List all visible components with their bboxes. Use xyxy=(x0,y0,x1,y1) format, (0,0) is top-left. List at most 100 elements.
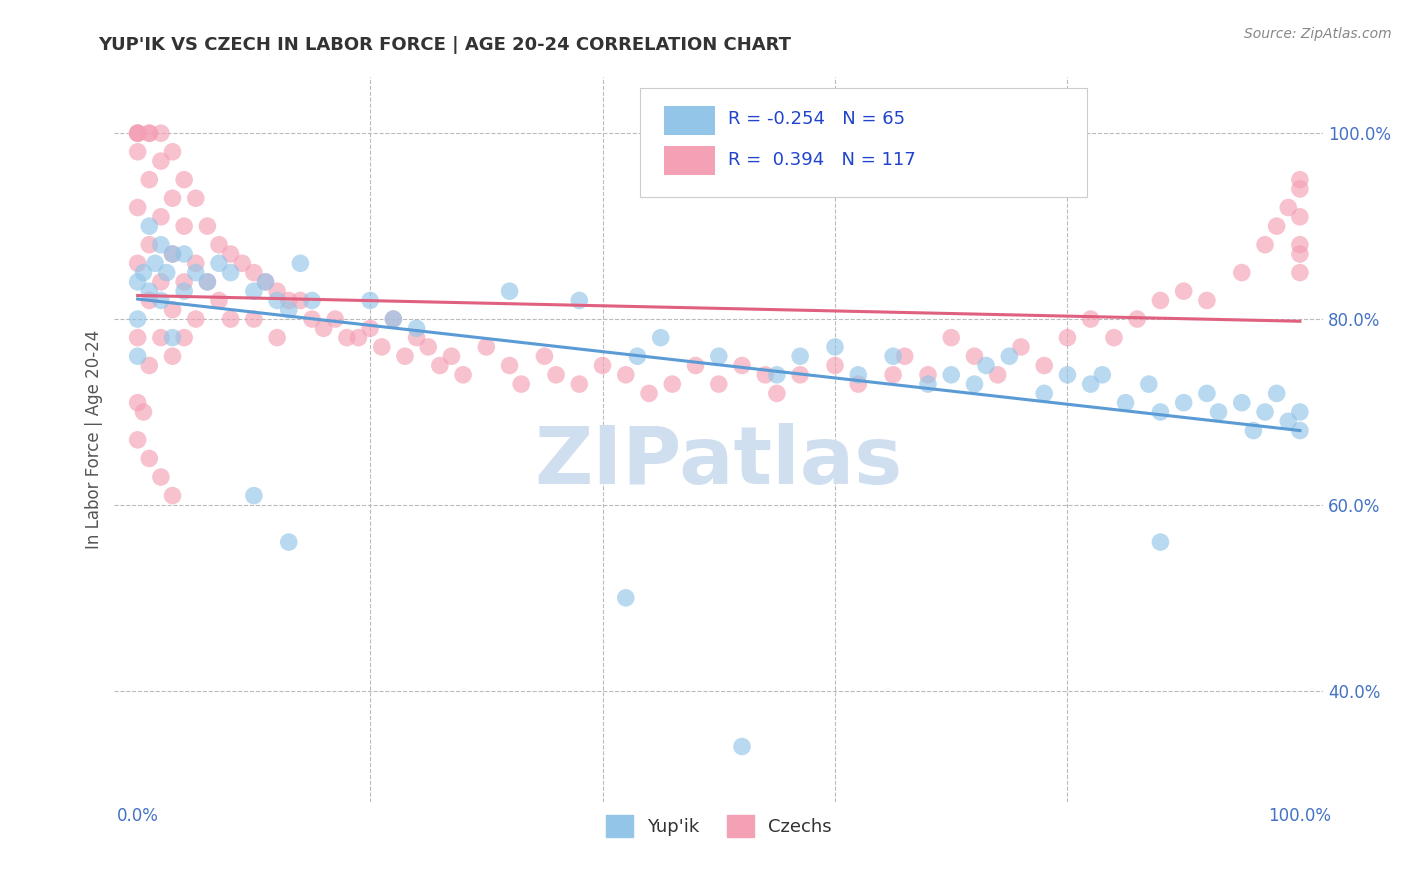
Point xyxy=(127,331,149,345)
Point xyxy=(614,591,637,605)
Point xyxy=(149,126,172,140)
FancyBboxPatch shape xyxy=(640,88,1087,197)
Point xyxy=(1289,405,1312,419)
Text: ZIPatlas: ZIPatlas xyxy=(534,423,903,500)
Point xyxy=(766,386,789,401)
Point xyxy=(731,359,754,373)
Point xyxy=(731,739,754,754)
Point xyxy=(127,126,149,140)
Point xyxy=(138,219,160,234)
Point xyxy=(1195,386,1218,401)
Point xyxy=(138,126,160,140)
Point xyxy=(1230,395,1253,409)
Point xyxy=(208,256,231,270)
Point xyxy=(162,247,184,261)
Point xyxy=(162,145,184,159)
Point xyxy=(638,386,661,401)
Point xyxy=(1265,386,1288,401)
Point xyxy=(127,126,149,140)
Point xyxy=(1102,331,1125,345)
Point xyxy=(405,331,427,345)
Point xyxy=(626,349,648,363)
Point xyxy=(917,368,939,382)
Point xyxy=(1289,424,1312,438)
Point xyxy=(394,349,416,363)
Point xyxy=(162,489,184,503)
Point xyxy=(243,266,266,280)
Point xyxy=(382,312,405,326)
Point xyxy=(370,340,392,354)
Point xyxy=(941,368,963,382)
Point xyxy=(138,359,160,373)
Point xyxy=(138,126,160,140)
Point xyxy=(1115,395,1137,409)
Point xyxy=(173,172,195,186)
Point xyxy=(1137,377,1160,392)
Point xyxy=(1289,266,1312,280)
FancyBboxPatch shape xyxy=(665,106,716,135)
Point xyxy=(1149,405,1171,419)
Point xyxy=(382,312,405,326)
Point xyxy=(359,321,381,335)
Point xyxy=(219,247,242,261)
Point xyxy=(173,331,195,345)
Point xyxy=(243,312,266,326)
Point xyxy=(254,275,277,289)
Point xyxy=(243,284,266,298)
Point xyxy=(184,191,207,205)
Point xyxy=(173,247,195,261)
Point xyxy=(1173,395,1195,409)
Point xyxy=(138,451,160,466)
Y-axis label: In Labor Force | Age 20-24: In Labor Force | Age 20-24 xyxy=(86,330,103,549)
Point xyxy=(475,340,498,354)
Point xyxy=(173,284,195,298)
Point xyxy=(243,489,266,503)
Point xyxy=(359,293,381,308)
Point xyxy=(533,349,555,363)
Point xyxy=(1056,368,1078,382)
Point xyxy=(219,266,242,280)
Point xyxy=(127,126,149,140)
Point xyxy=(592,359,614,373)
Point xyxy=(162,302,184,317)
Point xyxy=(1289,172,1312,186)
Point xyxy=(1080,377,1102,392)
Point xyxy=(917,377,939,392)
Point xyxy=(568,377,591,392)
Point xyxy=(1091,368,1114,382)
Point xyxy=(127,349,149,363)
Point xyxy=(127,275,149,289)
Point xyxy=(1149,535,1171,549)
Point xyxy=(162,247,184,261)
Point xyxy=(162,191,184,205)
Point xyxy=(1195,293,1218,308)
Point xyxy=(290,256,312,270)
Point xyxy=(290,293,312,308)
Point xyxy=(127,256,149,270)
Point xyxy=(650,331,672,345)
Point xyxy=(846,377,869,392)
Point xyxy=(149,275,172,289)
Point xyxy=(149,237,172,252)
Point xyxy=(277,293,299,308)
Point xyxy=(301,312,323,326)
Point xyxy=(132,266,155,280)
FancyBboxPatch shape xyxy=(665,146,716,176)
Point xyxy=(998,349,1021,363)
Point xyxy=(1173,284,1195,298)
Point xyxy=(184,256,207,270)
Point xyxy=(405,321,427,335)
Point xyxy=(277,535,299,549)
Point xyxy=(127,201,149,215)
Point xyxy=(824,340,846,354)
Point xyxy=(498,284,520,298)
Point xyxy=(544,368,567,382)
Point xyxy=(893,349,915,363)
Point xyxy=(707,349,730,363)
Point xyxy=(1010,340,1032,354)
Point xyxy=(208,237,231,252)
Point xyxy=(1241,424,1264,438)
Point xyxy=(1289,182,1312,196)
Point xyxy=(1254,405,1277,419)
Point xyxy=(132,405,155,419)
